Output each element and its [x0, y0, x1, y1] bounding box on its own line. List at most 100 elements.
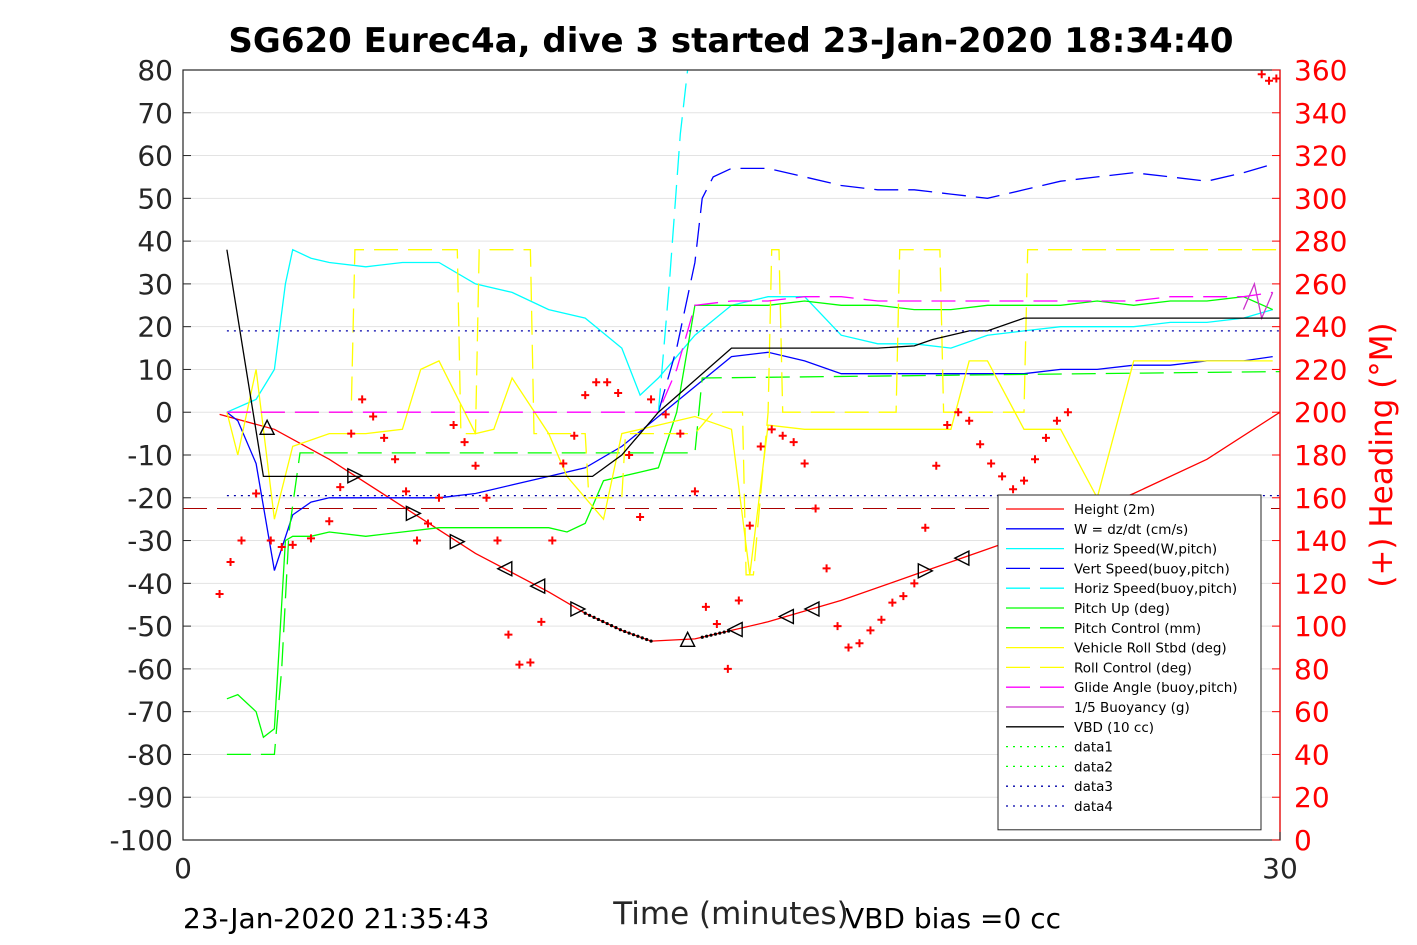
heading-point	[976, 440, 985, 449]
heading-point	[493, 536, 502, 545]
right-y-axis-label: (+) Heading (°M)	[1364, 322, 1400, 587]
series-line-8	[226, 249, 1280, 576]
heading-point	[712, 619, 721, 628]
heading-point	[910, 579, 919, 588]
heading-point	[288, 540, 297, 549]
waypoint-marker	[496, 560, 513, 577]
left-tick-label: 30	[137, 268, 173, 301]
right-tick-label: 60	[1294, 696, 1330, 729]
legend-label: Height (2m)	[1074, 502, 1155, 518]
heading-point	[844, 643, 853, 652]
heading-point	[899, 592, 908, 601]
series-line-9	[226, 291, 1273, 413]
series-line-1	[226, 351, 1273, 571]
heading-point	[954, 408, 963, 417]
heading-point	[252, 489, 261, 498]
legend-label: data3	[1074, 779, 1113, 795]
heading-point	[237, 536, 246, 545]
heading-point	[789, 438, 798, 447]
waypoint-marker	[347, 467, 364, 484]
sample-dot	[645, 637, 649, 642]
heading-point	[226, 557, 235, 566]
left-tick-label: -60	[127, 653, 173, 686]
heading-point	[625, 451, 634, 459]
series-layer	[183, 70, 1280, 756]
heading-point	[526, 658, 535, 667]
heading-point	[690, 487, 699, 496]
heading-point	[266, 536, 275, 545]
right-y-axis: 3603403203002802602402202001801601401201…	[1272, 54, 1347, 857]
right-tick-label: 120	[1294, 567, 1347, 600]
sample-dot	[709, 633, 713, 637]
sample-dot	[592, 615, 596, 619]
heading-point	[434, 493, 443, 502]
heading-point	[943, 421, 952, 430]
heading-point	[592, 378, 601, 387]
sample-dot	[726, 629, 731, 633]
chart-title: SG620 Eurec4a, dive 3 started 23-Jan-202…	[228, 21, 1233, 61]
right-tick-label: 200	[1294, 396, 1347, 429]
series-line-4	[657, 70, 689, 413]
left-tick-label: 40	[137, 225, 173, 258]
heading-point	[1272, 74, 1280, 83]
legend-label: 1/5 Buoyancy (g)	[1074, 700, 1190, 716]
heading-point	[833, 622, 842, 631]
heading-point	[358, 395, 367, 404]
waypoint-marker	[405, 505, 422, 522]
sample-dot	[649, 639, 653, 643]
legend-label: Vert Speed(buoy,pitch)	[1074, 561, 1230, 577]
heading-point	[306, 534, 315, 543]
waypoint-marker	[917, 562, 934, 580]
right-tick-label: 240	[1294, 311, 1347, 344]
left-tick-label: 80	[137, 54, 173, 87]
x-axis: 0 30	[174, 832, 1298, 885]
legend-label: data4	[1074, 799, 1113, 815]
left-tick-label: -20	[127, 482, 173, 515]
heading-point	[614, 388, 623, 397]
heading-point	[877, 615, 886, 624]
heading-point	[347, 429, 356, 438]
heading-point	[504, 630, 513, 639]
heading-point	[537, 617, 546, 626]
right-tick-label: 140	[1294, 525, 1347, 558]
series-line-3	[657, 163, 1273, 413]
waypoint-marker	[803, 600, 820, 618]
sample-dot	[718, 631, 722, 635]
heading-point	[767, 425, 776, 434]
left-tick-label: -30	[127, 525, 173, 558]
legend-label: VBD (10 cc)	[1074, 720, 1154, 736]
heading-point	[1041, 433, 1050, 442]
heading-point	[800, 459, 809, 468]
heading-point	[460, 438, 469, 447]
sample-dot	[623, 629, 627, 634]
waypoint-marker	[777, 608, 795, 625]
legend-label: Pitch Control (mm)	[1074, 621, 1201, 637]
left-tick-label: -90	[127, 781, 173, 814]
heading-point	[277, 542, 286, 551]
heading-point	[482, 493, 491, 502]
left-tick-label: 0	[155, 396, 173, 429]
heading-point	[1031, 455, 1039, 464]
heading-point	[987, 459, 996, 468]
series-line-7	[226, 360, 1273, 575]
sample-dot	[618, 628, 622, 632]
sample-dot	[722, 630, 726, 634]
right-tick-label: 220	[1294, 353, 1347, 386]
legend-label: W = dz/dt (cm/s)	[1074, 522, 1188, 538]
sample-dot	[588, 613, 592, 617]
right-tick-label: 160	[1294, 482, 1347, 515]
left-y-axis: 80 70 60 50 40 30 20 10 0 -10 -20 -30 -40 -50 -60 -70 -8…	[109, 54, 191, 857]
heading-point	[1009, 485, 1018, 494]
waypoint-marker	[449, 533, 466, 550]
heading-point	[756, 442, 765, 451]
heading-point	[325, 517, 334, 526]
left-tick-label: -80	[127, 738, 173, 771]
heading-point	[548, 536, 557, 545]
heading-point	[701, 602, 710, 611]
sample-dot	[609, 623, 614, 628]
heading-point	[515, 660, 524, 669]
heading-point	[723, 664, 732, 673]
heading-point	[998, 472, 1007, 481]
waypoint-marker	[529, 577, 546, 595]
heading-point	[811, 504, 820, 513]
